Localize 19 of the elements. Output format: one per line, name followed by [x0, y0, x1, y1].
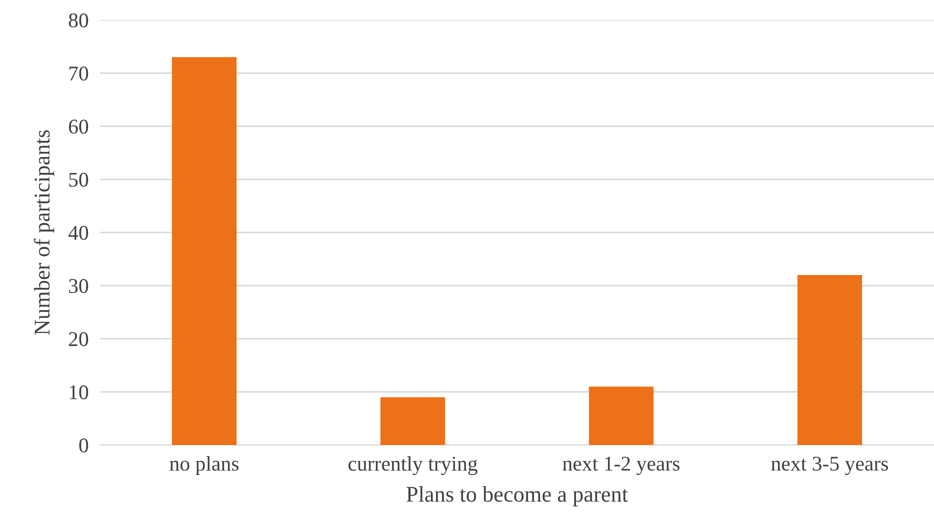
x-tick-label: no plans	[170, 456, 239, 476]
bar	[380, 397, 446, 445]
x-tick-label: currently trying	[348, 456, 478, 476]
bar	[797, 275, 862, 445]
x-tick-label: next 3-5 years	[771, 456, 888, 476]
y-axis-title: Number of participants	[34, 130, 54, 335]
bar	[172, 57, 237, 445]
y-tick-label: 0	[79, 438, 88, 452]
y-tick-label: 60	[68, 120, 88, 134]
y-tick-label: 30	[69, 279, 88, 294]
y-tick-label: 80	[68, 13, 88, 28]
y-tick-label: 20	[68, 332, 88, 346]
y-tick-label: 70	[69, 66, 88, 81]
bar	[588, 386, 654, 445]
x-tick-label: next 1-2 years	[562, 456, 680, 476]
y-tick-label: 40	[68, 226, 88, 240]
x-axis-title: Plans to become a parent	[406, 486, 628, 506]
y-tick-label: 50	[69, 172, 88, 187]
y-tick-label: 10	[70, 385, 88, 400]
